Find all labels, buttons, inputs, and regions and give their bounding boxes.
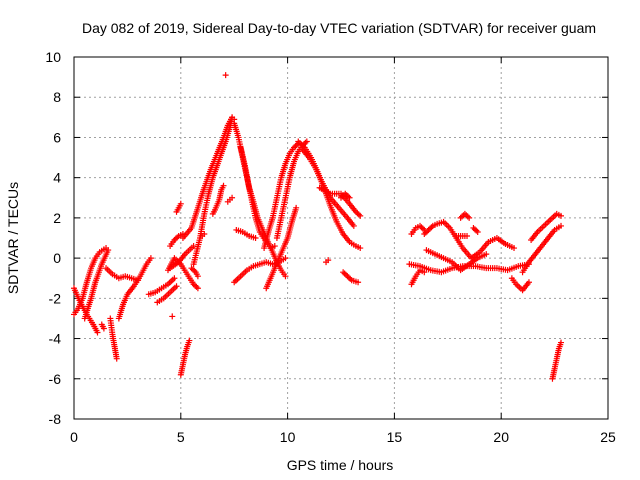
data-point	[357, 245, 364, 252]
data-point	[558, 222, 565, 229]
data-point	[293, 204, 300, 211]
y-tick-label: 8	[53, 89, 61, 105]
data-point	[222, 72, 229, 79]
data-point	[229, 114, 236, 121]
x-axis-label: GPS time / hours	[287, 457, 394, 473]
data-point	[220, 182, 227, 189]
data-point	[169, 313, 176, 320]
data-point	[357, 212, 364, 219]
data-point	[303, 138, 310, 145]
data-point	[464, 232, 471, 239]
data-point	[474, 228, 481, 235]
data-point	[177, 200, 184, 207]
data-point	[194, 285, 201, 292]
data-point	[346, 194, 353, 201]
y-tick-label: 4	[53, 170, 61, 186]
data-point	[558, 339, 565, 346]
x-tick-label: 5	[177, 429, 185, 445]
data-points	[71, 72, 565, 382]
data-point	[252, 235, 259, 241]
data-point	[173, 283, 180, 290]
data-point	[466, 214, 473, 221]
x-axis: 0 5 10 15 20 25	[70, 57, 616, 445]
data-point	[201, 230, 208, 237]
data-point	[113, 355, 120, 362]
data-point	[229, 194, 236, 201]
data-point	[282, 273, 289, 280]
x-tick-label: 25	[600, 429, 616, 445]
data-point	[190, 243, 197, 250]
data-point	[355, 279, 362, 286]
y-axis: -8 -6 -4 -2 0 2 4 6 8 10	[45, 49, 608, 427]
data-point	[147, 255, 154, 262]
y-tick-label: 0	[53, 250, 61, 266]
y-tick-label: 2	[53, 210, 61, 226]
data-point	[186, 337, 193, 344]
y-tick-label: -6	[49, 371, 62, 387]
y-tick-label: -2	[49, 290, 62, 306]
data-point	[105, 247, 112, 254]
y-tick-label: 6	[53, 129, 61, 145]
y-tick-label: -8	[49, 411, 62, 427]
data-point	[511, 245, 518, 252]
x-tick-label: 15	[387, 429, 403, 445]
data-point	[94, 329, 101, 336]
data-point	[558, 212, 565, 219]
x-tick-label: 20	[493, 429, 509, 445]
data-point	[325, 257, 332, 264]
data-point	[483, 251, 490, 258]
y-axis-label: SDTVAR / TECUs	[5, 182, 21, 294]
data-point	[282, 255, 289, 262]
data-point	[194, 273, 201, 280]
data-point	[350, 222, 357, 229]
y-tick-label: 10	[45, 49, 61, 65]
data-point	[525, 279, 532, 286]
data-point	[100, 325, 107, 332]
x-tick-label: 10	[280, 429, 296, 445]
chart-title: Day 082 of 2019, Sidereal Day-to-day VTE…	[82, 20, 596, 36]
x-tick-label: 0	[70, 429, 78, 445]
data-point	[171, 275, 178, 282]
y-tick-label: -4	[49, 331, 62, 347]
plot-border	[73, 56, 609, 420]
plot-frame	[73, 56, 609, 420]
